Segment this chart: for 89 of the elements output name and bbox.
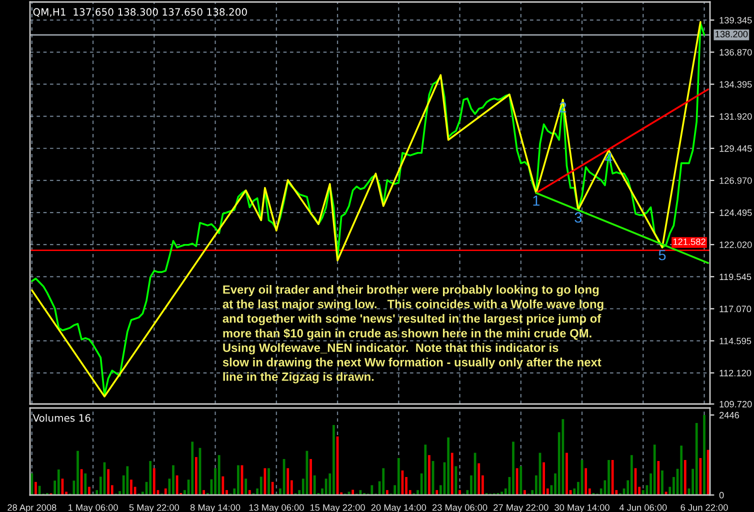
bar bbox=[512, 442, 514, 495]
y-tick-label: 122.020 bbox=[720, 242, 752, 248]
bar bbox=[260, 476, 262, 495]
bar bbox=[500, 492, 503, 495]
bar bbox=[352, 490, 354, 495]
y-tick-label: 134.395 bbox=[720, 81, 752, 88]
bar bbox=[664, 492, 668, 495]
bar bbox=[34, 482, 37, 495]
y-tick-label: 2446 bbox=[719, 412, 740, 418]
bar bbox=[661, 470, 664, 495]
bar bbox=[450, 452, 454, 495]
bar bbox=[680, 446, 683, 495]
bar bbox=[428, 455, 430, 495]
bar bbox=[194, 457, 198, 495]
bar bbox=[218, 455, 220, 495]
bar bbox=[386, 490, 388, 495]
bar bbox=[611, 460, 614, 495]
bar bbox=[84, 473, 87, 495]
bar bbox=[520, 466, 522, 495]
x-tick-label: 6 Jun 22:00 bbox=[680, 504, 728, 511]
bar bbox=[149, 460, 152, 495]
bar bbox=[130, 480, 132, 495]
y-tick-label: 0 bbox=[719, 492, 724, 498]
annotation: Every oil trader and their brother were probably looking to go long at the last major swing low. This coincides with a Wolfe wave long and together with some 'news' resulted in the largest price jump of more than $10 gain in crude as shown here in the mini crude QM. Using Wolfewave_NEN indicator. Note that this indicator is slow in drawing the next Ww formation - usually only after the next line in the Zigzag is drawn. bbox=[222, 285, 604, 384]
ref-line-label: 138.200 bbox=[716, 30, 748, 38]
bar bbox=[478, 463, 480, 495]
bar bbox=[397, 458, 400, 495]
y-tick-label: 131.920 bbox=[720, 113, 752, 120]
bar bbox=[310, 459, 312, 495]
y-tick-label: 119.545 bbox=[720, 274, 752, 280]
bar bbox=[332, 425, 335, 495]
bar bbox=[88, 486, 90, 495]
y-tick-label: 112.120 bbox=[720, 370, 752, 376]
annotation: 5 bbox=[658, 250, 666, 260]
bar bbox=[703, 415, 706, 495]
bar bbox=[653, 444, 656, 495]
bar bbox=[57, 469, 60, 495]
ref-line-label: 121.582 bbox=[673, 238, 706, 245]
bar bbox=[684, 460, 686, 495]
bar bbox=[424, 444, 427, 495]
annotation: 1 bbox=[533, 196, 540, 206]
bar bbox=[447, 437, 450, 495]
bar bbox=[244, 478, 248, 495]
bar bbox=[271, 482, 274, 495]
bar bbox=[695, 423, 698, 495]
bar bbox=[126, 466, 129, 495]
y-tick-label: 136.870 bbox=[720, 49, 752, 56]
bar bbox=[107, 469, 110, 495]
y-tick-label: 114.595 bbox=[720, 338, 752, 344]
bar bbox=[76, 450, 79, 495]
bar bbox=[248, 490, 251, 495]
bar bbox=[222, 476, 224, 495]
annotation: 4 bbox=[605, 152, 612, 163]
y-tick-label: 124.495 bbox=[720, 209, 752, 216]
bar bbox=[286, 468, 290, 495]
y-tick-label: 126.970 bbox=[720, 177, 752, 184]
bar bbox=[191, 442, 194, 495]
bar bbox=[268, 468, 270, 495]
bar bbox=[542, 462, 546, 495]
bar bbox=[237, 465, 240, 495]
bar bbox=[436, 490, 438, 495]
text: QM,H1 137.650 138.300 137.650 138.200 bbox=[33, 8, 247, 17]
bar bbox=[657, 460, 660, 495]
bar bbox=[172, 465, 174, 495]
bar bbox=[313, 475, 316, 495]
bar bbox=[458, 490, 461, 495]
bar bbox=[562, 419, 564, 495]
chart-title: Volumes 16 bbox=[32, 414, 90, 422]
bar bbox=[608, 460, 610, 495]
y-tick-label: 129.445 bbox=[720, 145, 752, 152]
bar bbox=[164, 488, 167, 495]
bar bbox=[630, 455, 633, 495]
bar bbox=[152, 468, 156, 495]
y-tick-label: 109.720 bbox=[720, 400, 752, 408]
bar bbox=[30, 473, 34, 495]
bar bbox=[176, 475, 178, 495]
bar bbox=[706, 450, 710, 495]
bar bbox=[370, 485, 374, 495]
bar bbox=[566, 452, 568, 495]
bar bbox=[80, 469, 83, 495]
annotation: 3 bbox=[574, 212, 582, 223]
y-tick-label: 117.070 bbox=[720, 306, 752, 312]
x-tick-label: 4 Jun 06:00 bbox=[619, 504, 667, 511]
bar bbox=[202, 490, 206, 495]
y-tick-label: 139.345 bbox=[720, 17, 752, 24]
bar bbox=[584, 468, 588, 495]
bar bbox=[516, 468, 518, 495]
bar bbox=[382, 468, 385, 495]
bar bbox=[524, 490, 526, 495]
